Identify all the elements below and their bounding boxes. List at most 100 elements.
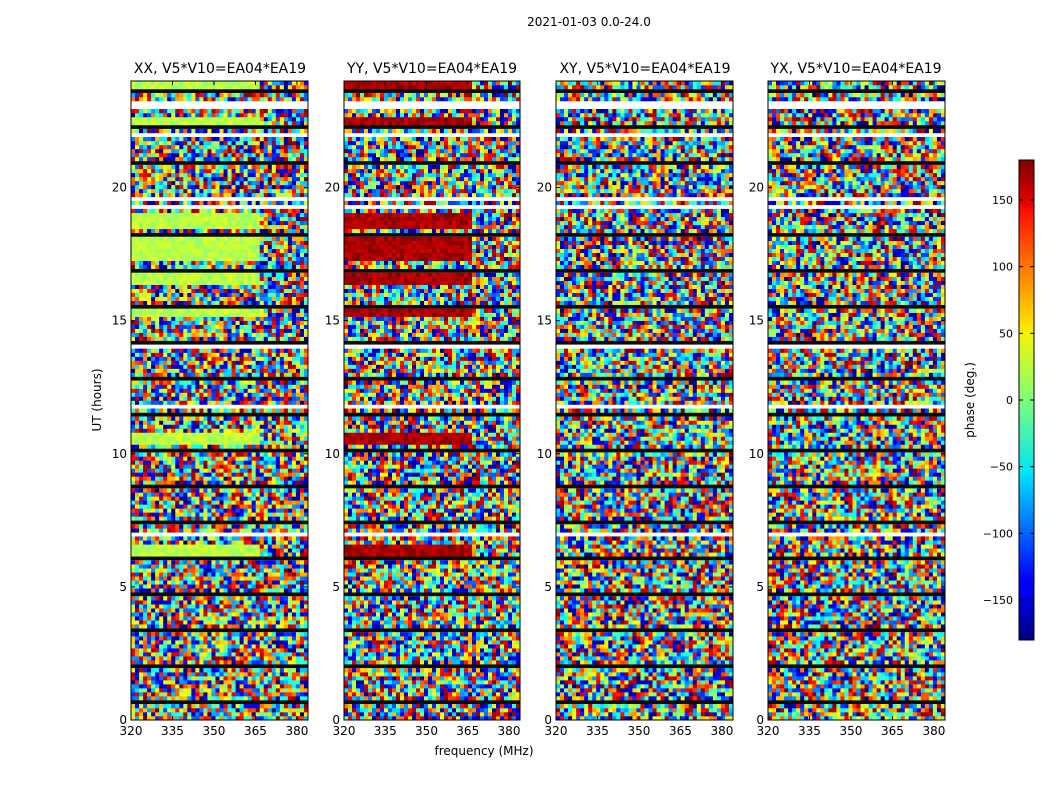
heatmap-cell: [171, 644, 175, 648]
heatmap-cell: [232, 688, 236, 692]
heatmap-cell: [224, 596, 228, 600]
heatmap-cell: [288, 688, 292, 692]
heatmap-cell: [296, 564, 300, 568]
heatmap-cell: [288, 648, 292, 652]
heatmap-cell: [252, 652, 256, 656]
heatmap-cell: [163, 580, 167, 584]
heatmap-cell: [171, 680, 175, 684]
heatmap-cell: [179, 632, 183, 636]
heatmap-cell: [300, 612, 304, 616]
heatmap-cell: [220, 684, 224, 688]
heatmap-cell: [163, 584, 167, 588]
heatmap-cell: [215, 636, 219, 640]
heatmap-cell: [240, 688, 244, 692]
heatmap-cell: [224, 612, 228, 616]
heatmap-cell: [163, 612, 167, 616]
heatmap-cell: [139, 588, 143, 592]
heatmap-cell: [195, 688, 199, 692]
heatmap-cell: [260, 640, 264, 644]
heatmap-cell: [288, 632, 292, 636]
heatmap-cell: [183, 656, 187, 660]
heatmap-cell: [143, 572, 147, 576]
heatmap-cell: [163, 672, 167, 676]
heatmap-cell: [187, 600, 191, 604]
heatmap-cell: [171, 656, 175, 660]
heatmap-cell: [155, 616, 159, 620]
heatmap-cell: [151, 712, 155, 716]
heatmap-cell: [187, 668, 191, 672]
heatmap-cell: [268, 588, 272, 592]
heatmap-cell: [256, 680, 260, 684]
heatmap-cell: [167, 580, 171, 584]
heatmap-cell: [211, 684, 215, 688]
heatmap-cell: [252, 624, 256, 628]
heatmap-cell: [284, 588, 288, 592]
heatmap-cell: [139, 676, 143, 680]
heatmap-cell: [191, 684, 195, 688]
heatmap-cell: [159, 568, 163, 572]
heatmap-cell: [260, 596, 264, 600]
heatmap-cell: [191, 608, 195, 612]
heatmap-cell: [207, 600, 211, 604]
heatmap-cell: [207, 620, 211, 624]
heatmap-cell: [260, 708, 264, 712]
heatmap-cell: [244, 616, 248, 620]
heatmap-cell: [155, 656, 159, 660]
heatmap-cell: [155, 644, 159, 648]
heatmap-cell: [211, 560, 215, 564]
heatmap-cell: [187, 660, 191, 664]
heatmap-cell: [228, 652, 232, 656]
heatmap-cell: [167, 588, 171, 592]
heatmap-cell: [276, 580, 280, 584]
heatmap-cell: [240, 604, 244, 608]
heatmap-cell: [240, 648, 244, 652]
heatmap-cell: [292, 624, 296, 628]
heatmap-cell: [159, 632, 163, 636]
heatmap-cell: [284, 684, 288, 688]
heatmap-cell: [179, 600, 183, 604]
heatmap-cell: [228, 712, 232, 716]
heatmap-cell: [187, 588, 191, 592]
heatmap-cell: [284, 620, 288, 624]
heatmap-cell: [268, 712, 272, 716]
heatmap-cell: [171, 604, 175, 608]
heatmap-cell: [203, 632, 207, 636]
heatmap-cell: [147, 660, 151, 664]
heatmap-cell: [244, 576, 248, 580]
heatmap-cell: [260, 568, 264, 572]
heatmap-cell: [147, 676, 151, 680]
heatmap-cell: [167, 560, 171, 564]
heatmap-cell: [151, 564, 155, 568]
heatmap-cell: [187, 652, 191, 656]
heatmap-cell: [232, 552, 236, 556]
heatmap-cell: [203, 648, 207, 652]
heatmap-cell: [284, 696, 288, 700]
heatmap-cell: [131, 680, 135, 684]
heatmap-cell: [151, 672, 155, 676]
heatmap-cell: [163, 576, 167, 580]
heatmap-cell: [276, 644, 280, 648]
heatmap-cell: [171, 648, 175, 652]
heatmap-cell: [183, 632, 187, 636]
heatmap-cell: [171, 600, 175, 604]
heatmap-cell: [232, 684, 236, 688]
heatmap-cell: [187, 620, 191, 624]
heatmap-cell: [211, 640, 215, 644]
heatmap-cell: [264, 572, 268, 576]
heatmap-cell: [195, 660, 199, 664]
heatmap-cell: [276, 600, 280, 604]
heatmap-cell: [187, 564, 191, 568]
heatmap-cell: [236, 684, 240, 688]
heatmap-cell: [232, 576, 236, 580]
heatmap-cell: [264, 608, 268, 612]
heatmap-cell: [183, 568, 187, 572]
heatmap-cell: [244, 612, 248, 616]
heatmap-cell: [272, 660, 276, 664]
heatmap-cell: [199, 660, 203, 664]
heatmap-cell: [248, 632, 252, 636]
heatmap-cell: [236, 604, 240, 608]
heatmap-cell: [236, 616, 240, 620]
heatmap-cell: [236, 608, 240, 612]
heatmap-cell: [143, 620, 147, 624]
heatmap-cell: [244, 608, 248, 612]
